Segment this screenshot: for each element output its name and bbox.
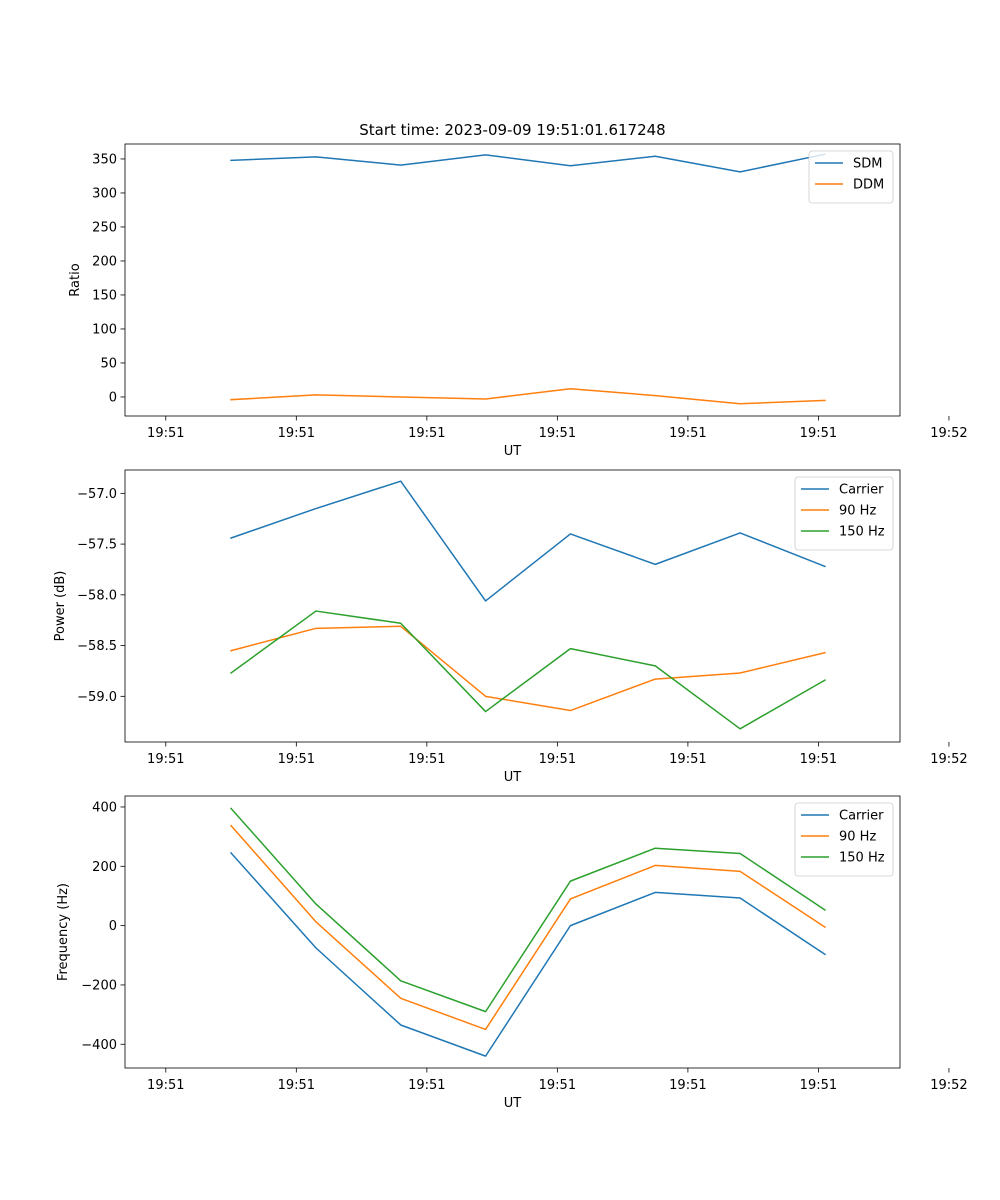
x-tick-label: 19:51: [278, 1078, 315, 1093]
y-tick-label: 300: [92, 186, 117, 201]
x-tick-label: 19:51: [408, 426, 445, 441]
y-tick-label: 0: [109, 390, 117, 405]
chart-panel-2: 19:51 19:51 19:51 19:51 19:51 19:51 19:52 −59.0…: [53, 469, 968, 785]
x-axis-label: UT: [504, 1096, 522, 1111]
x-tick-label: 19:51: [408, 1078, 445, 1093]
series-line-ddm: [230, 388, 826, 405]
axes-frame: [124, 143, 901, 417]
legend: Carrier 90 Hz 150 Hz: [794, 476, 894, 551]
y-tick-label: −59.0: [77, 690, 117, 705]
series-line-150-hz: [229, 807, 826, 1013]
x-tick-label: 19:51: [669, 752, 706, 767]
x-axis-label: UT: [504, 770, 522, 785]
legend-label: SDM: [853, 157, 882, 172]
x-tick-label: 19:51: [147, 426, 184, 441]
x-tick-label: 19:51: [800, 1078, 837, 1093]
x-axis-label: UT: [504, 444, 522, 459]
y-tick-label: 250: [92, 220, 117, 235]
legend: Carrier 90 Hz 150 Hz: [794, 802, 894, 877]
y-tick-label: −58.5: [77, 639, 117, 654]
x-tick-label: 19:51: [147, 752, 184, 767]
y-tick-label: 200: [92, 254, 117, 269]
series-line-150-hz: [230, 610, 826, 730]
x-tick-label: 19:52: [930, 1078, 967, 1093]
axes-frame: [124, 795, 901, 1069]
x-tick-label: 19:51: [278, 752, 315, 767]
chart-panel-1: Start time: 2023-09-09 19:51:01.617248 19…: [68, 121, 968, 459]
legend-label: DDM: [853, 178, 884, 193]
legend-label: 90 Hz: [839, 830, 876, 845]
legend-box: [808, 150, 894, 204]
x-tick-label: 19:51: [669, 1078, 706, 1093]
legend-label: Carrier: [839, 483, 884, 498]
y-tick-label: −58.0: [77, 588, 117, 603]
legend-label: Carrier: [839, 809, 884, 824]
y-axis-label: Frequency (Hz): [56, 883, 71, 981]
y-tick-label: −400: [81, 1038, 117, 1053]
series-line-90-hz: [229, 824, 826, 1031]
x-tick-label: 19:52: [930, 426, 967, 441]
legend-label: 150 Hz: [839, 851, 885, 866]
series-line-carrier: [229, 851, 826, 1057]
y-axis-label: Power (dB): [53, 571, 68, 642]
x-tick-label: 19:51: [539, 1078, 576, 1093]
y-tick-label: 50: [100, 356, 117, 371]
y-tick-label: −57.5: [77, 538, 117, 553]
y-tick-label: 400: [92, 800, 117, 815]
legend: SDM DDM: [808, 150, 894, 204]
series-line-90-hz: [230, 625, 826, 712]
legend-label: 90 Hz: [839, 504, 876, 519]
x-tick-label: 19:51: [669, 426, 706, 441]
x-tick-label: 19:51: [539, 752, 576, 767]
series-line-carrier: [230, 480, 826, 602]
x-tick-label: 19:52: [930, 752, 967, 767]
legend-label: 150 Hz: [839, 525, 885, 540]
x-tick-label: 19:51: [278, 426, 315, 441]
x-tick-label: 19:51: [408, 752, 445, 767]
y-tick-label: 0: [109, 919, 117, 934]
y-tick-label: 100: [92, 322, 117, 337]
y-tick-label: −57.0: [77, 487, 117, 502]
x-tick-label: 19:51: [800, 426, 837, 441]
y-tick-label: 350: [92, 152, 117, 167]
y-tick-label: 150: [92, 288, 117, 303]
x-tick-label: 19:51: [147, 1078, 184, 1093]
series-line-sdm: [230, 153, 826, 173]
x-tick-label: 19:51: [800, 752, 837, 767]
y-tick-label: 200: [92, 860, 117, 875]
y-tick-label: −200: [81, 978, 117, 993]
chart-title: Start time: 2023-09-09 19:51:01.617248: [359, 121, 665, 139]
y-axis-label: Ratio: [68, 263, 83, 296]
x-tick-label: 19:51: [539, 426, 576, 441]
chart-panel-3: 19:51 19:51 19:51 19:51 19:51 19:51 19:52 −400 −…: [56, 795, 968, 1111]
axes-frame: [124, 469, 901, 743]
